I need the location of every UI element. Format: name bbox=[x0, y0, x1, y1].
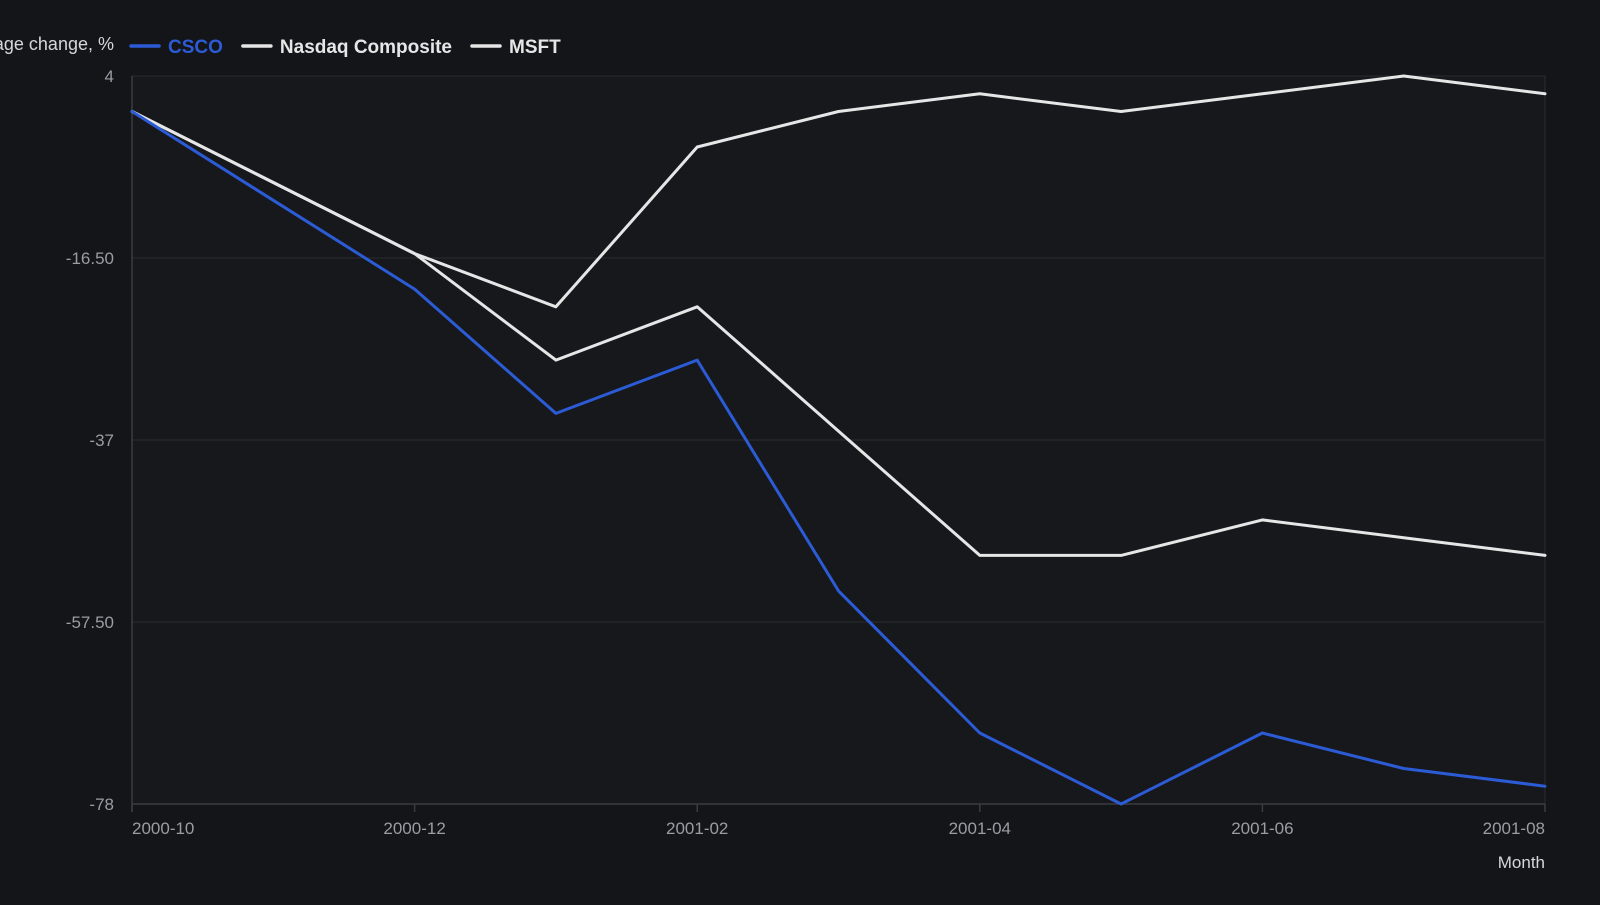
legend: Percentage change, % CSCO Nasdaq Composit… bbox=[0, 34, 561, 58]
legend-label-nasdaq-composite: Nasdaq Composite bbox=[280, 37, 452, 58]
series-line-csco bbox=[130, 110, 1547, 806]
y-tick-label: -16.50 bbox=[66, 249, 114, 268]
legend-label-msft: MSFT bbox=[509, 37, 561, 58]
axes: 4 -16.50 -37 -57.50 -78 2000-10 2000-12 2001-02… bbox=[66, 67, 1546, 838]
legend-title: Percentage change, % bbox=[0, 34, 114, 54]
x-tick-label: 2001-06 bbox=[1231, 819, 1293, 838]
y-tick-label: -37 bbox=[89, 431, 114, 450]
y-tick-label: -57.50 bbox=[66, 613, 114, 632]
x-tick-label: 2001-04 bbox=[949, 819, 1011, 838]
series-lines bbox=[130, 74, 1547, 806]
x-tick-label: 2000-12 bbox=[383, 819, 445, 838]
x-axis-title: Month bbox=[1498, 853, 1545, 872]
series-line-msft bbox=[130, 110, 1547, 557]
legend-label-csco: CSCO bbox=[168, 37, 223, 58]
y-tick-label: 4 bbox=[105, 67, 114, 86]
x-tick-label: 2001-02 bbox=[666, 819, 728, 838]
x-tick-label: 2001-08 bbox=[1483, 819, 1545, 838]
x-tick-label: 2000-10 bbox=[132, 819, 194, 838]
y-tick-label: -78 bbox=[89, 795, 114, 814]
